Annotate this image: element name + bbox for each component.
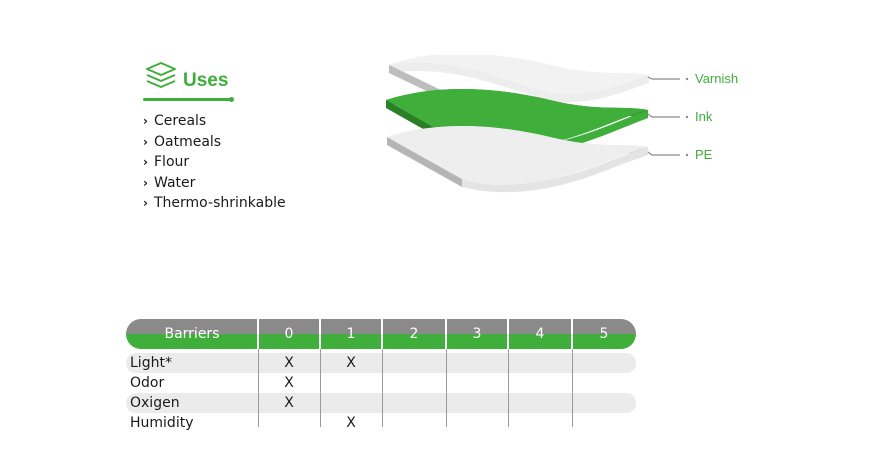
table-row: Odor X [126, 373, 636, 393]
row-mark: X [284, 375, 294, 391]
chevron-right-icon: › [143, 114, 148, 128]
list-item: › Oatmeals [143, 132, 286, 153]
row-mark: X [346, 415, 356, 431]
uses-title: Uses [183, 70, 229, 91]
table-row: Humidity X [126, 413, 636, 433]
table-row: Oxigen X [126, 393, 636, 413]
header-level-1: 1 [346, 326, 356, 342]
layers-diagram: Varnish Ink PE [380, 53, 760, 205]
chevron-right-icon: › [143, 155, 148, 169]
row-label: Oxigen [130, 395, 180, 411]
header-level-0: 0 [284, 326, 294, 342]
chevron-right-icon: › [143, 175, 148, 190]
leader-lines [647, 76, 680, 156]
row-label: Light* [130, 355, 172, 371]
header-level-5: 5 [599, 326, 609, 342]
uses-underline [143, 98, 231, 101]
chevron-right-icon: › [143, 196, 148, 210]
pe-label: PE [695, 147, 713, 162]
layers-icon [146, 62, 176, 88]
list-item: › Water [143, 173, 286, 194]
layers-illustration [386, 53, 689, 193]
table-header: Barriers 0 1 2 3 4 5 [126, 319, 636, 349]
table-row: Light* X X [126, 353, 636, 373]
row-mark: X [346, 355, 356, 371]
uses-underline-dot [229, 97, 234, 102]
varnish-label: Varnish [695, 71, 739, 86]
row-label: Humidity [130, 415, 194, 431]
header-level-3: 3 [472, 326, 482, 342]
row-mark: X [284, 355, 294, 371]
header-barriers: Barriers [164, 326, 220, 342]
row-mark: X [284, 395, 294, 411]
list-item: › Cereals [143, 111, 286, 132]
list-item: › Flour [143, 152, 286, 173]
uses-list: › Cereals › Oatmeals › Flour › Water › Thermo… [143, 111, 286, 214]
header-level-2: 2 [409, 326, 419, 342]
chevron-right-icon: › [143, 134, 148, 149]
header-level-4: 4 [535, 326, 545, 342]
pe-layer [387, 126, 648, 193]
barriers-table: Barriers 0 1 2 3 4 5 Light* X X Odor X O… [126, 319, 636, 431]
list-item: › Thermo-shrinkable [143, 193, 286, 214]
ink-label: Ink [695, 109, 713, 124]
row-label: Odor [130, 375, 165, 391]
